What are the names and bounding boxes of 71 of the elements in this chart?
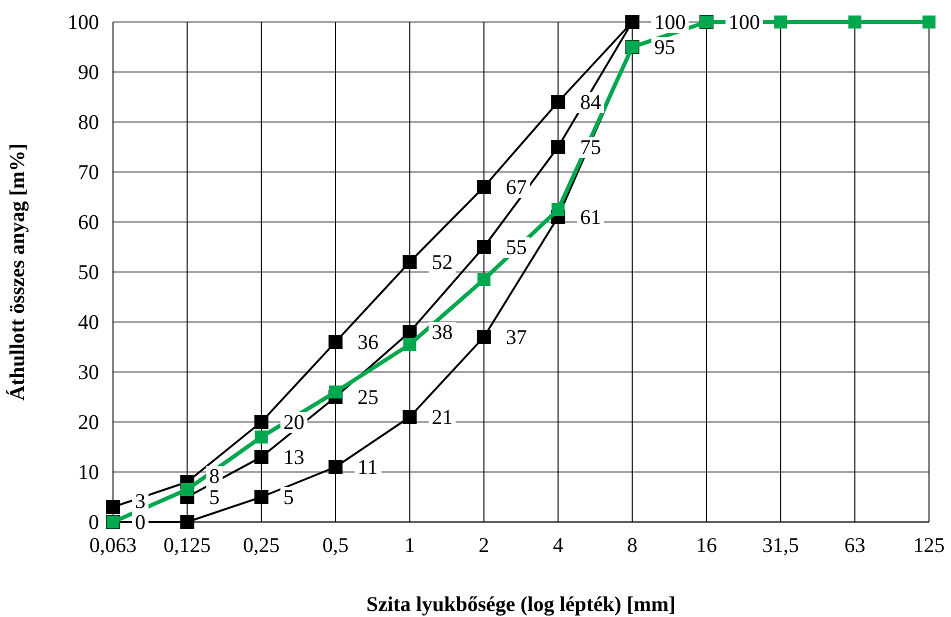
point [329,386,342,398]
data-label: 84 [580,90,602,114]
point [477,273,490,286]
data-label: 61 [580,205,602,229]
x-axis-title: Szita lyukbősége (log lépték) [mm] [366,592,676,616]
point [476,240,491,254]
point [180,483,194,496]
y-tick-label: 80 [78,110,99,134]
point [476,180,491,194]
point [402,255,417,269]
point [551,140,566,154]
data-label: 100 [728,10,760,34]
point [106,500,120,514]
data-label: 3 [135,489,146,513]
x-tick-label: 0,25 [242,533,280,557]
data-label: 21 [432,405,453,429]
y-tick-label: 40 [78,310,99,334]
y-tick-label: 0 [88,510,99,534]
y-tick-label: 70 [78,160,99,184]
y-tick-label: 90 [78,60,99,84]
point [328,335,343,349]
data-label: 38 [432,320,453,344]
point [403,338,416,351]
data-label: 5 [209,485,220,509]
y-axis-title: Áthullott összes anyag [m%] [5,143,29,401]
data-label: 37 [506,325,527,349]
data-label: 8 [209,464,220,488]
x-tick-label: 63 [844,533,866,557]
x-tick-label: 0,5 [322,533,349,557]
data-label: 52 [432,250,453,274]
y-tick-label: 60 [78,210,99,234]
point [922,16,936,28]
y-tick-label: 50 [78,260,99,284]
point [551,95,566,109]
data-label: 13 [283,445,304,469]
point [180,515,194,529]
point [476,330,491,344]
data-label: 20 [283,410,304,434]
y-tick-label: 100 [68,10,99,34]
data-label: 95 [654,35,676,59]
x-tick-label: 4 [552,533,564,557]
x-tick-label: 0,063 [89,533,137,557]
x-tick-label: 16 [696,533,717,557]
data-label: 0 [135,510,146,534]
point [254,490,268,504]
data-label: 5 [283,485,294,509]
y-tick-label: 30 [78,360,99,384]
data-label: 100 [654,10,686,34]
y-tick-label: 10 [78,460,99,484]
data-label: 75 [580,135,602,159]
x-tick-label: 1 [404,533,415,557]
point [254,450,268,464]
point [328,460,343,474]
point [402,325,417,339]
point [254,430,268,444]
data-label: 11 [358,455,378,479]
data-label: 67 [506,175,527,199]
point [254,415,268,429]
y-tick-label: 20 [78,410,99,434]
x-tick-label: 2 [478,533,490,557]
point [848,16,862,28]
data-label: 36 [358,330,379,354]
x-tick-label: 125 [913,533,945,557]
point [552,203,565,216]
x-tick-label: 0,125 [164,533,211,557]
x-tick-label: 31,5 [762,533,800,557]
point [774,16,788,28]
point [402,410,417,424]
data-label: 55 [506,235,527,259]
x-tick-label: 8 [627,533,638,557]
data-label: 25 [358,385,379,409]
